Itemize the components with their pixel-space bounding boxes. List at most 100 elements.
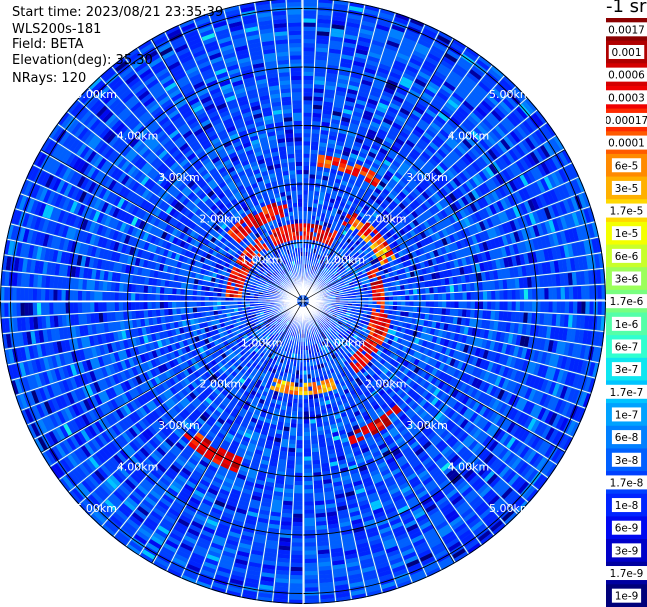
heatmap-cell: [367, 290, 373, 294]
heatmap-cell: [387, 181, 395, 189]
heatmap-cell: [315, 500, 325, 506]
heatmap-cell: [483, 453, 494, 465]
heatmap-cell: [490, 363, 498, 373]
heatmap-cell: [401, 248, 408, 256]
heatmap-cell: [360, 240, 367, 246]
heatmap-cell: [447, 205, 455, 214]
heatmap-cell: [336, 256, 341, 262]
heatmap-cell: [303, 198, 308, 203]
heatmap-cell: [360, 246, 367, 252]
heatmap-cell: [303, 423, 310, 428]
heatmap-cell: [398, 344, 404, 351]
heatmap-cell: [344, 332, 350, 337]
heatmap-cell: [447, 269, 453, 277]
heatmap-cell: [303, 18, 316, 23]
heatmap-cell: [525, 374, 533, 386]
heatmap-cell: [342, 112, 352, 119]
heatmap-cell: [358, 173, 366, 181]
heatmap-cell: [486, 94, 499, 106]
heatmap-cell: [372, 191, 380, 198]
heatmap-cell: [346, 267, 351, 272]
heatmap-cell: [405, 272, 411, 279]
heatmap-cell: [412, 243, 419, 251]
heatmap-cell: [544, 122, 556, 137]
heatmap-cell: [468, 178, 478, 189]
heatmap-cell: [358, 201, 365, 208]
heatmap-cell: [521, 265, 527, 277]
heatmap-cell: [421, 288, 426, 294]
heatmap-cell: [582, 256, 588, 270]
heatmap-cell: [511, 457, 522, 470]
heatmap-cell: [308, 390, 313, 395]
heatmap-cell: [558, 151, 569, 166]
heatmap-cell: [448, 234, 456, 243]
heatmap-cell: [390, 254, 397, 261]
heatmap-cell: [478, 232, 486, 242]
heatmap-cell: [497, 104, 509, 116]
heatmap-cell: [420, 135, 431, 145]
heatmap-cell: [469, 202, 478, 213]
heatmap-cell: [596, 316, 602, 331]
heatmap-cell: [437, 414, 447, 424]
heatmap-cell: [340, 315, 346, 319]
heatmap-cell: [284, 418, 291, 424]
heatmap-cell: [412, 374, 420, 382]
heatmap-cell: [360, 252, 366, 258]
heatmap-cell: [490, 227, 498, 238]
heatmap-cell: [332, 110, 342, 117]
heatmap-cell: [370, 43, 384, 52]
heatmap-cell: [347, 327, 353, 332]
heatmap-cell: [556, 369, 565, 383]
heatmap-cell: [336, 251, 342, 257]
heatmap-cell: [338, 288, 343, 292]
heatmap-cell: [392, 310, 397, 316]
heatmap-cell: [427, 357, 434, 366]
heatmap-cell: [461, 257, 467, 266]
heatmap-cell: [307, 219, 311, 224]
heatmap-cell: [501, 322, 507, 332]
heatmap-cell: [389, 102, 401, 111]
heatmap-cell: [418, 182, 427, 191]
heatmap-cell: [305, 566, 318, 572]
heatmap-cell: [386, 40, 400, 48]
heatmap-cell: [382, 117, 393, 126]
heatmap-cell: [323, 252, 327, 258]
heatmap-cell: [334, 235, 340, 241]
heatmap-cell: [403, 360, 410, 368]
heatmap-cell: [361, 79, 373, 87]
heatmap-cell: [288, 447, 296, 453]
heatmap-cell: [310, 227, 314, 233]
heatmap-cell: [457, 258, 463, 267]
heatmap-cell: [510, 278, 516, 289]
heatmap-cell: [410, 191, 418, 199]
heatmap-cell: [503, 196, 512, 208]
heatmap-cell: [419, 222, 427, 231]
heatmap-cell: [410, 364, 417, 372]
heatmap-cell: [586, 255, 592, 269]
heatmap-cell: [372, 293, 377, 297]
heatmap-cell: [339, 201, 346, 208]
heatmap-cell: [303, 210, 308, 216]
heatmap-cell: [376, 304, 381, 309]
heatmap-cell: [441, 262, 447, 271]
heatmap-cell: [495, 173, 505, 185]
heatmap-cell: [404, 340, 410, 347]
heatmap-cell: [466, 423, 476, 434]
heatmap-cell: [513, 370, 522, 382]
heatmap-cell: [526, 450, 537, 463]
heatmap-cell: [313, 232, 317, 237]
heatmap-cell: [464, 364, 472, 374]
heatmap-cell: [321, 316, 326, 320]
heatmap-cell: [477, 253, 483, 263]
heatmap-cell: [526, 170, 536, 183]
heatmap-cell: [326, 210, 332, 216]
heatmap-cell: [441, 286, 447, 293]
heatmap-cell: [375, 325, 381, 330]
heatmap-cell: [319, 191, 326, 197]
heatmap-cell: [488, 178, 498, 189]
heatmap-cell: [386, 110, 397, 118]
heatmap-cell: [570, 196, 579, 211]
heatmap-cell: [533, 363, 541, 376]
heatmap-cell: [366, 283, 371, 287]
heatmap-cell: [502, 169, 512, 181]
